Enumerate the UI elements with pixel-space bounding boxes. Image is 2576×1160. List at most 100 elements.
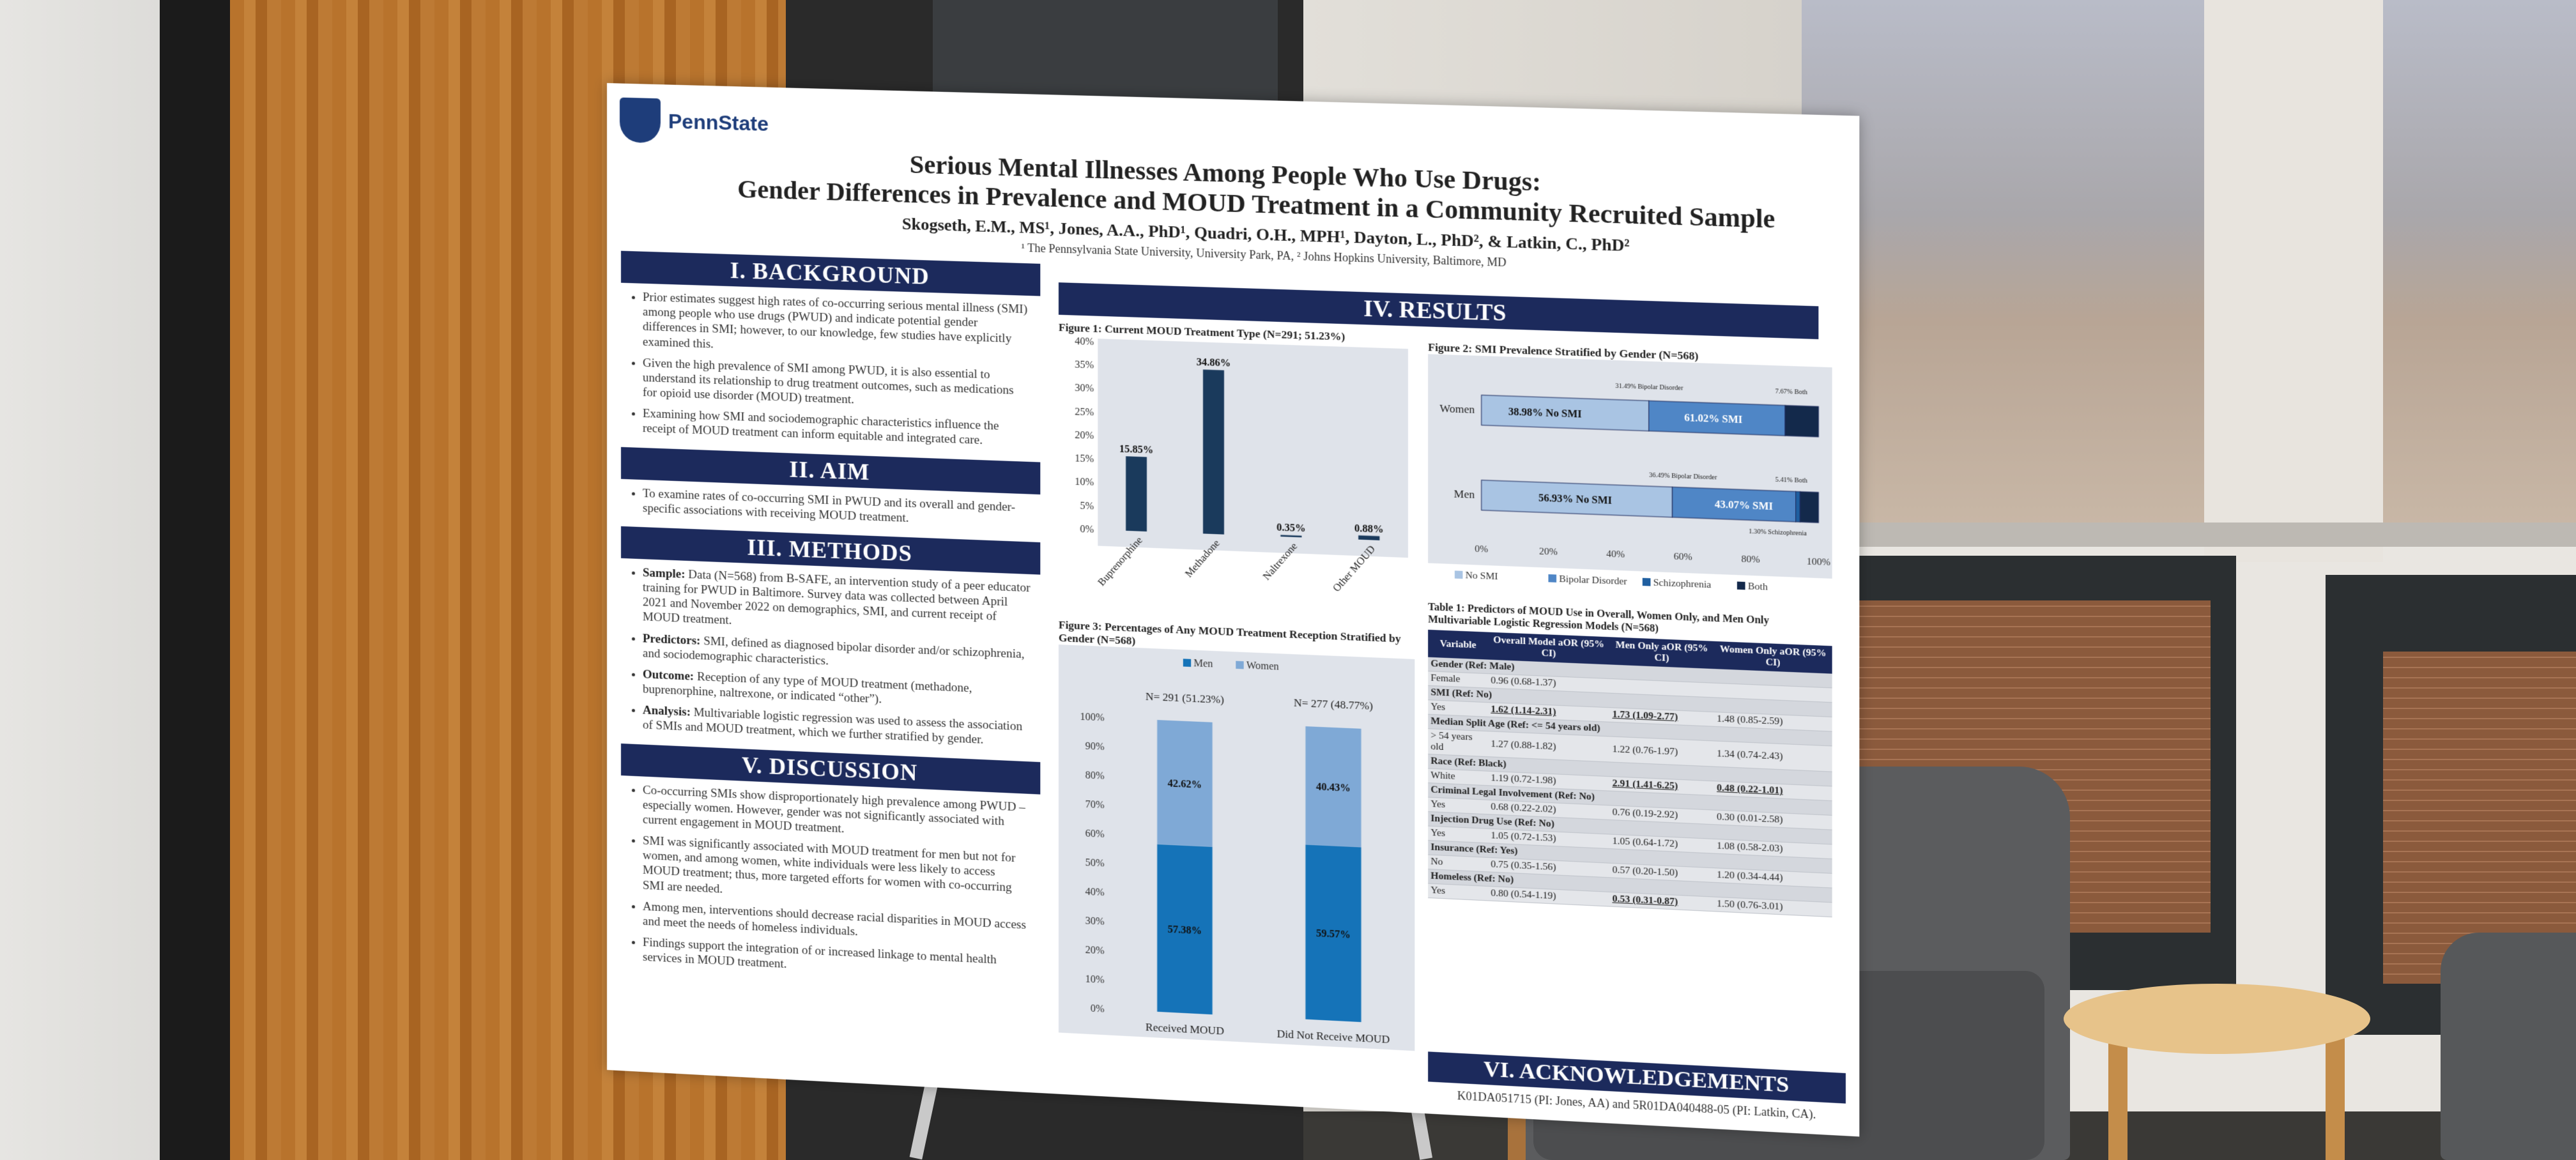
list-item: Given the high prevalence of SMI among P…: [643, 356, 1031, 414]
y-tick-label: 15%: [1075, 454, 1094, 465]
data-label: 40.43%: [1316, 781, 1351, 794]
item-text: Multivariable logistic regression was us…: [643, 706, 1022, 747]
regression-table-block: Table 1: Predictors of MOUD Use in Overa…: [1428, 601, 1832, 1066]
data-label: 15.85%: [1119, 444, 1153, 456]
legend-label: Women: [1246, 660, 1279, 672]
small-label: 7.67% Both: [1775, 388, 1807, 396]
side-table-leg: [2326, 1035, 2345, 1160]
window-mullion: [2204, 0, 2383, 562]
small-label: 5.41% Both: [1775, 477, 1807, 485]
discussion-body: Co-occurring SMIs show disproportionatel…: [621, 775, 1040, 996]
table-cell: > 54 years old: [1428, 729, 1488, 757]
y-tick-label: 10%: [1085, 973, 1105, 986]
item-label: Outcome:: [643, 668, 694, 683]
legend-swatch: [1236, 661, 1243, 669]
bar: [1203, 370, 1224, 535]
right-column: IV. RESULTS Figure 1: Current MOUD Treat…: [1059, 282, 1853, 1126]
legend-swatch: [1643, 578, 1651, 586]
y-tick-label: 10%: [1075, 477, 1094, 488]
legend-swatch: [1183, 659, 1191, 667]
left-column: I. BACKGROUND Prior estimates suggest hi…: [621, 251, 1040, 1085]
item-label: Analysis:: [643, 704, 691, 719]
y-tick-label: 0%: [1080, 524, 1094, 535]
x-tick-label: 20%: [1539, 546, 1558, 558]
data-label: 59.57%: [1316, 928, 1351, 941]
y-tick-label: 40%: [1085, 887, 1105, 899]
table-cell: Yes: [1428, 883, 1488, 901]
list-item: SMI was significantly associated with MO…: [643, 834, 1031, 912]
door-frame: [160, 0, 230, 1160]
legend-label: Schizophrenia: [1653, 577, 1712, 590]
side-table-leg: [2108, 1035, 2128, 1160]
y-tick-label: 0%: [1091, 1003, 1105, 1014]
regression-table-body: Gender (Ref: Male) Female 0.96 (0.68-1.37)…: [1428, 657, 1832, 917]
legend-swatch: [1737, 581, 1745, 590]
list-item: To examine rates of co-occurring SMI in …: [643, 486, 1031, 531]
y-tick-label: 30%: [1075, 383, 1094, 394]
legend-label: No SMI: [1466, 570, 1498, 582]
table-header: Men Only aOR (95% CI): [1609, 637, 1714, 669]
significant-value: 0.53 (0.31-0.87): [1613, 894, 1678, 908]
stacked-segment: [1785, 406, 1818, 437]
poster-header: PennState Serious Mental Illnesses Among…: [607, 83, 1859, 281]
significant-value: 1.73 (1.09-2.77): [1613, 710, 1678, 723]
second-armchair: [2441, 933, 2576, 1160]
bar: [1358, 535, 1379, 540]
y-tick-label: 35%: [1075, 360, 1094, 371]
figure-3-chart: Men Women 0% 10% 20% 30% 40% 50% 60% 70% 80% 90% 100…: [1059, 645, 1414, 1051]
y-tick-label: 90%: [1085, 741, 1105, 753]
list-item: Sample: Data (N=568) from B-SAFE, an int…: [643, 565, 1031, 641]
significant-value: 2.91 (1.41-6.25): [1613, 779, 1678, 792]
figure-2-chart: Women Men 38.98% No SMI 61.02% SMI 56.93% No…: [1428, 354, 1832, 599]
y-tick-label: 80%: [1085, 770, 1105, 782]
y-tick-label: 40%: [1075, 336, 1094, 347]
data-label: 0.35%: [1276, 523, 1306, 535]
stacked-segment: [1796, 491, 1800, 522]
category-label: Women: [1440, 402, 1475, 416]
x-tick-label: 100%: [1807, 556, 1830, 568]
y-tick-label: 70%: [1085, 799, 1105, 811]
y-tick-label: 100%: [1080, 712, 1104, 724]
y-tick-label: 60%: [1085, 828, 1105, 840]
background-body: Prior estimates suggest high rates of co…: [621, 283, 1040, 462]
data-label: 34.86%: [1197, 357, 1231, 369]
item-label: Sample:: [643, 566, 686, 581]
x-tick-label: 40%: [1606, 549, 1625, 560]
y-tick-label: 25%: [1075, 406, 1094, 418]
logo-text: PennState: [668, 109, 769, 135]
legend-label: Men: [1193, 658, 1213, 670]
x-tick-label: 0%: [1475, 544, 1488, 555]
item-text: SMI, defined as diagnosed bipolar disord…: [643, 634, 1025, 668]
list-item: Examining how SMI and sociodemographic c…: [643, 406, 1031, 450]
segment-label: 61.02% SMI: [1684, 413, 1742, 426]
stacked-segment: [1800, 492, 1819, 523]
regression-table: Variable Overall Model aOR (95% CI) Men …: [1428, 630, 1832, 917]
data-label: 57.38%: [1168, 924, 1202, 936]
bar: [1126, 456, 1147, 531]
y-tick-label: 5%: [1080, 500, 1094, 512]
figure-1: Figure 1: Current MOUD Treatment Type (N…: [1059, 321, 1414, 620]
window-shade: [1802, 0, 2576, 537]
y-tick-label: 20%: [1085, 945, 1105, 957]
category-label: Men: [1454, 487, 1475, 501]
x-tick-label: 80%: [1742, 554, 1760, 565]
list-item: Prior estimates suggest high rates of co…: [643, 290, 1031, 362]
shade-bottom-bar: [1802, 523, 2576, 547]
y-tick-label: 30%: [1085, 915, 1105, 927]
x-tick-label: 60%: [1674, 551, 1692, 563]
figure-2: Figure 2: SMI Prevalence Stratified by G…: [1428, 341, 1832, 605]
table-header: Variable: [1428, 630, 1488, 660]
legend-swatch: [1455, 570, 1463, 579]
methods-body: Sample: Data (N=568) from B-SAFE, an int…: [621, 558, 1040, 762]
table-header: Women Only aOR (95% CI): [1714, 641, 1832, 674]
side-table: [2064, 984, 2370, 1054]
y-tick-label: 20%: [1075, 430, 1094, 441]
data-label: 0.88%: [1354, 523, 1384, 535]
figure-1-chart: 0%5%10%15%20%25%30%35%40%15.85%Buprenorp…: [1059, 334, 1414, 613]
significant-value: 0.48 (0.22-1.01): [1717, 783, 1782, 797]
legend-swatch: [1548, 574, 1556, 583]
figure-3: Figure 3: Percentages of Any MOUD Treatm…: [1059, 619, 1414, 1064]
legend-label: Both: [1748, 581, 1768, 593]
significant-value: 1.62 (1.14-2.31): [1491, 705, 1556, 718]
